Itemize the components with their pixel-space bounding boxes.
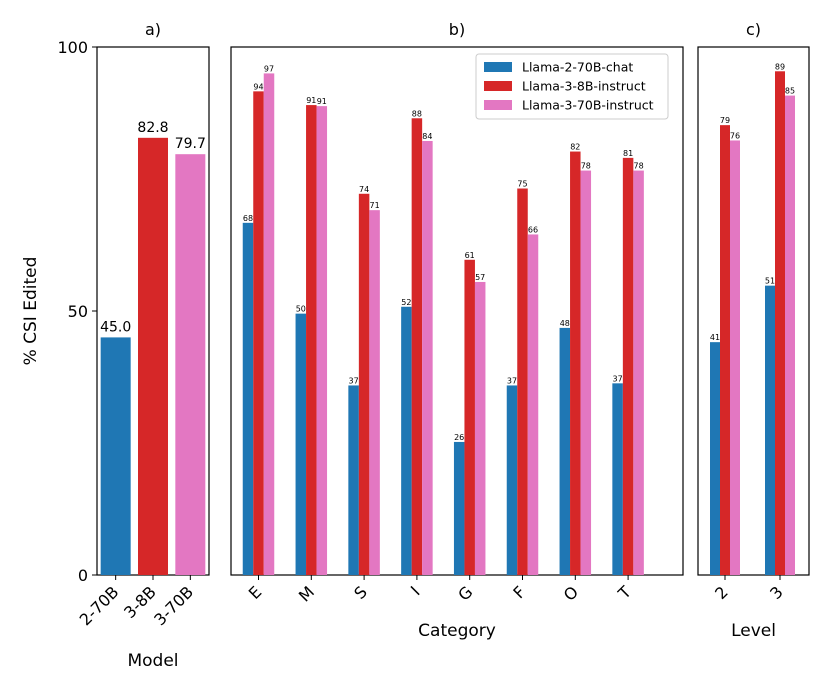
panel-b-bar — [464, 259, 475, 575]
panel-b-value-label: 66 — [528, 225, 538, 234]
legend-swatch — [484, 62, 512, 72]
panel-a-x-tick-label: 2-70B — [76, 582, 123, 629]
panel-a-y-tick-label: 100 — [57, 38, 88, 57]
panel-b-value-label: 91 — [306, 96, 316, 105]
panel-b-bar — [633, 170, 644, 575]
panel-c-bar — [775, 71, 785, 576]
panel-c-x-axis-label: Level — [731, 621, 776, 641]
panel-b-bar — [253, 91, 264, 576]
panel-b-value-label: 78 — [581, 162, 591, 171]
panel-b-value-label: 82 — [570, 143, 580, 152]
panel-b-value-label: 52 — [401, 298, 411, 307]
panel-b-value-label: 57 — [475, 273, 485, 282]
panel-b-value-label: 37 — [507, 376, 517, 385]
panel-b-bar — [527, 234, 539, 575]
panel-c-bar — [730, 140, 740, 575]
panel-c-x-tick-label: 2 — [711, 582, 732, 603]
panel-b-value-label: 68 — [243, 214, 253, 223]
panel-a-y-tick-label: 0 — [78, 566, 88, 585]
panel-b-value-label: 26 — [454, 433, 464, 442]
panel-b-value-label: 50 — [296, 305, 306, 314]
panel-c-x-tick-label: 3 — [766, 582, 787, 603]
panel-b-bar — [506, 385, 518, 575]
panel-b-bar — [295, 313, 307, 575]
panel-b-value-label: 78 — [634, 162, 644, 171]
panel-b-value-label: 71 — [370, 201, 380, 210]
panel-b-x-tick-label: E — [245, 582, 266, 603]
panel-b-bar — [517, 188, 528, 575]
legend-box — [475, 53, 669, 120]
panel-b-value-label: 75 — [517, 180, 527, 189]
panel-c-value-label: 89 — [775, 62, 785, 71]
panel-a-x-axis-label: Model — [127, 651, 178, 671]
panel-c-axes-frame — [697, 46, 810, 576]
panel-b-value-label: 37 — [349, 376, 359, 385]
legend-label: Llama-3-8B-instruct — [522, 79, 646, 94]
panel-b-bar — [358, 193, 370, 575]
panel-b-bar — [263, 73, 275, 576]
panel-b-value-label: 84 — [422, 132, 432, 141]
panel-b-x-tick-label: M — [295, 582, 318, 605]
panel-b-value-label: 61 — [465, 251, 475, 260]
panel-c-value-label: 51 — [765, 277, 775, 286]
panel-b-x-tick-label: F — [509, 582, 529, 602]
panel-b-x-tick-label: I — [407, 582, 424, 599]
panel-b-bar — [411, 118, 423, 575]
legend-swatch — [484, 81, 512, 91]
panel-c-value-label: 85 — [785, 87, 795, 96]
panel-c-bar — [765, 285, 775, 575]
panel-b-bar — [570, 151, 581, 575]
panel-b-value-label: 94 — [253, 82, 263, 91]
panel-a-y-tick-label: 50 — [68, 302, 88, 321]
panel-b-value-label: 88 — [412, 109, 422, 118]
y-axis-label: % CSI Edited — [21, 257, 41, 366]
panel-a-bar — [175, 154, 206, 575]
panel-b-value-label: 74 — [359, 185, 369, 194]
panel-b-value-label: 97 — [264, 64, 274, 73]
panel-b-value-label: 48 — [560, 319, 570, 328]
panel-b-x-tick-label: S — [350, 582, 371, 603]
panel-b-bar — [348, 385, 359, 575]
panel-b-title: b) — [449, 20, 465, 39]
panel-b-bar — [612, 383, 623, 575]
panel-b-value-label: 81 — [623, 149, 633, 158]
panel-a-bar — [138, 137, 168, 576]
panel-b-bar — [401, 306, 412, 575]
legend-swatch — [484, 100, 512, 110]
panel-c-value-label: 79 — [720, 116, 730, 125]
panel-c-bar — [785, 95, 795, 576]
panel-b-bar — [580, 170, 592, 575]
legend-label: Llama-2-70B-chat — [522, 60, 633, 75]
panel-c-value-label: 41 — [710, 333, 720, 342]
panel-a-x-tick-label: 3-70B — [150, 582, 197, 629]
panel-c-title: c) — [746, 20, 761, 39]
panel-b-value-label: 37 — [613, 374, 623, 383]
panel-a-value-label: 45.0 — [100, 319, 131, 335]
panel-b-bar — [306, 105, 317, 575]
panel-b-x-axis-label: Category — [418, 621, 496, 641]
panel-b-bar — [474, 281, 486, 575]
panel-b-bar — [242, 222, 254, 575]
panel-a-value-label: 79.7 — [175, 136, 206, 152]
legend-label: Llama-3-70B-instruct — [522, 98, 654, 113]
panel-b-x-tick-label: O — [560, 582, 582, 604]
panel-a-value-label: 82.8 — [137, 120, 168, 136]
panel-b-bar — [622, 157, 634, 575]
panel-b-bar — [369, 210, 380, 576]
panel-b-x-tick-label: G — [454, 582, 476, 604]
panel-b-bar — [559, 327, 571, 575]
panel-c-bar — [710, 342, 720, 575]
panel-b-bar — [453, 441, 465, 575]
panel-c-bar — [720, 125, 730, 576]
panel-b-x-tick-label: T — [614, 582, 635, 603]
panel-b-value-label: 91 — [317, 97, 327, 106]
panel-b-bar — [316, 106, 328, 576]
panel-b-bar — [422, 140, 433, 575]
panel-c-value-label: 76 — [730, 131, 740, 140]
panel-a-bar — [100, 337, 131, 575]
panel-a-title: a) — [145, 20, 161, 39]
